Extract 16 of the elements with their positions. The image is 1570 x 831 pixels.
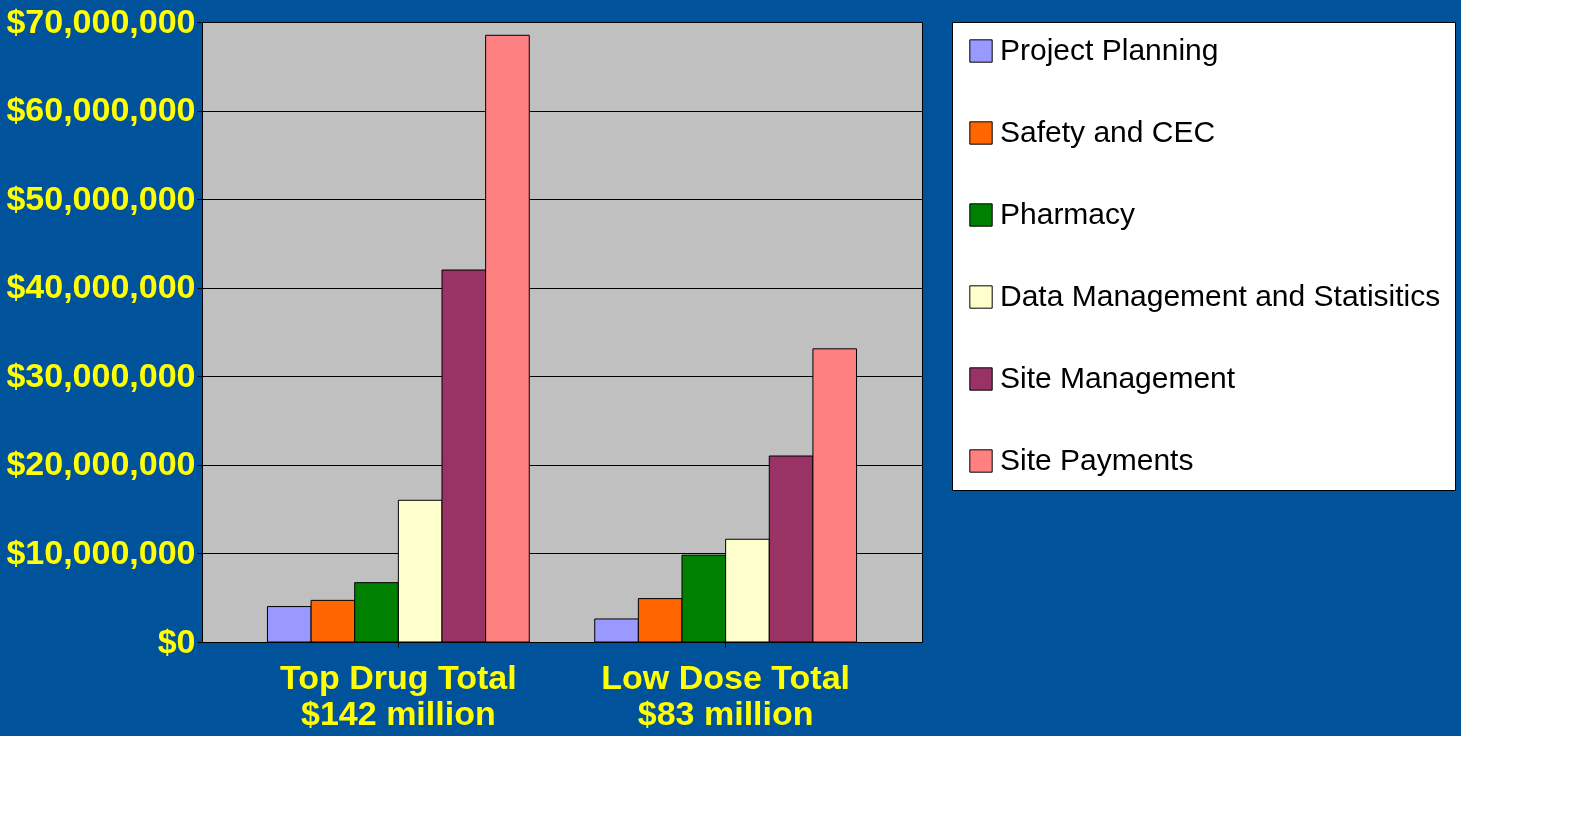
legend-label: Data Management and Statisitics — [1000, 279, 1441, 312]
y-tick-label: $40,000,000 — [6, 267, 196, 306]
y-tick-label: $60,000,000 — [6, 90, 196, 129]
legend-label: Safety and CEC — [1000, 115, 1216, 148]
legend-label: Pharmacy — [1000, 197, 1136, 230]
legend-label: Project Planning — [1000, 33, 1219, 66]
y-tick-label: $30,000,000 — [6, 355, 196, 394]
y-tick-label: $10,000,000 — [6, 532, 196, 571]
y-tick-label: $0 — [157, 621, 196, 660]
y-tick-label: $50,000,000 — [6, 178, 196, 217]
x-tick-label: Low Dose Total $83 million — [601, 657, 850, 732]
y-tick-label: $20,000,000 — [6, 444, 196, 483]
legend-label: Site Payments — [1000, 443, 1194, 476]
legend-label: Site Management — [1000, 361, 1236, 394]
x-tick-label: Top Drug Total $142 million — [280, 657, 517, 732]
y-tick-label: $70,000,000 — [6, 1, 196, 40]
